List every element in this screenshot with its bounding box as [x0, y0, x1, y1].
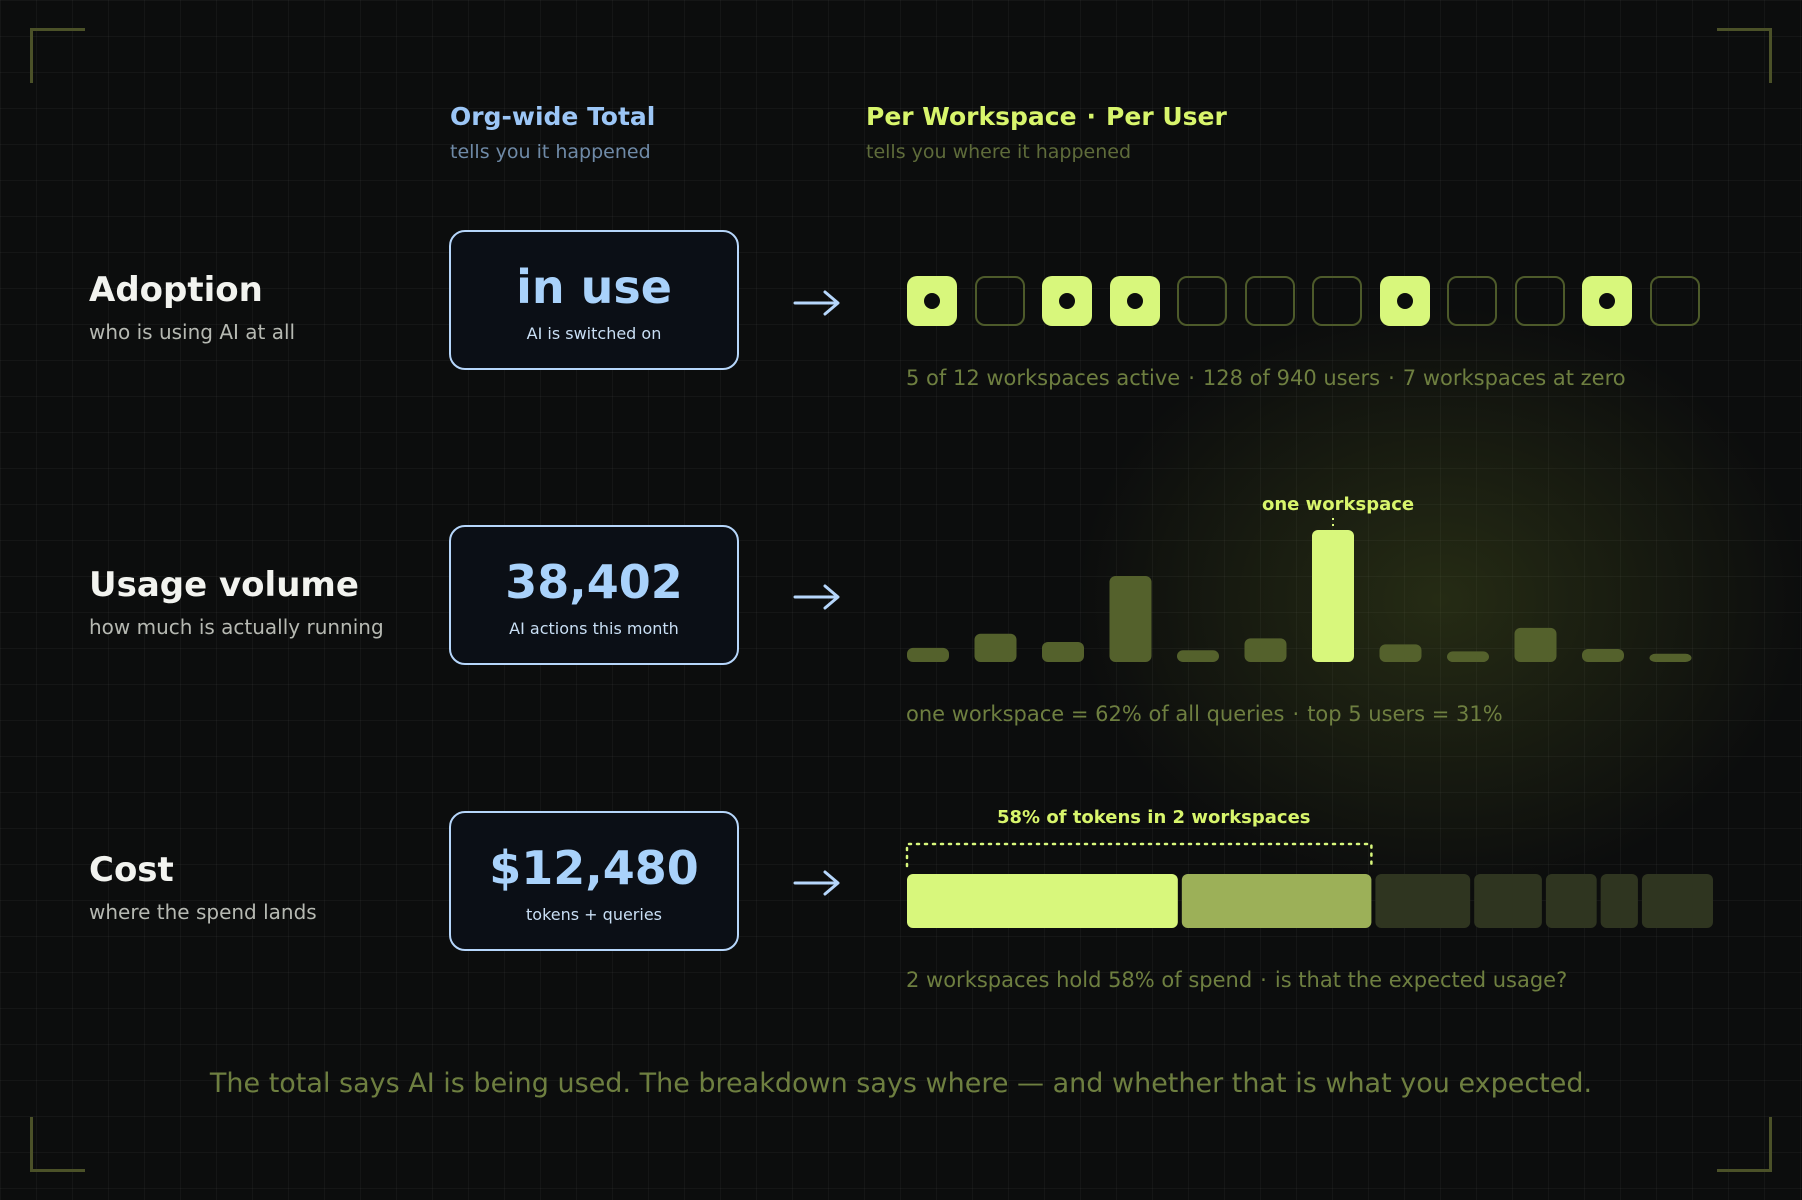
arrow-right-icon [793, 290, 840, 316]
row-usage-label: Usage volume how much is actually runnin… [89, 565, 384, 639]
header-per-workspace-title: Per Workspace · Per User [866, 102, 1227, 131]
row-subtitle: where the spend lands [89, 900, 317, 924]
usage-bar [1244, 638, 1287, 662]
workspace-square-inactive [1312, 276, 1362, 326]
workspace-square-active [1042, 276, 1092, 326]
corner-bracket-bottom-right [1717, 1117, 1772, 1172]
usage-bar [1447, 651, 1489, 662]
total-box-adoption: in use AI is switched on [449, 230, 739, 370]
workspace-square-active [1582, 276, 1632, 326]
row-title: Adoption [89, 270, 263, 310]
usage-bar [1649, 653, 1692, 662]
total-value: $12,480 [489, 841, 699, 895]
row-cost-label: Cost where the spend lands [89, 850, 317, 924]
cost-segment [1641, 874, 1713, 928]
row-title: Cost [89, 850, 174, 890]
workspace-square-active [1379, 276, 1430, 326]
workspace-square-active [907, 276, 957, 326]
usage-bar-chart [907, 518, 1692, 662]
workspace-square-inactive [1447, 276, 1497, 326]
cost-segment-highlight [1181, 874, 1372, 928]
cost-segment [1474, 874, 1542, 928]
row-subtitle: who is using AI at all [89, 320, 296, 344]
usage-bar [1379, 644, 1422, 662]
header-org-wide: Org-wide Total tells you it happened [450, 102, 655, 163]
header-org-wide-title: Org-wide Total [450, 102, 656, 131]
footer-caption: The total says AI is being used. The bre… [209, 1068, 1593, 1099]
cost-stacked-bar [905, 842, 1713, 928]
total-value: 38,402 [505, 555, 683, 609]
workspace-square-inactive [1177, 276, 1227, 326]
total-box-usage: 38,402 AI actions this month [449, 525, 739, 665]
total-caption: AI actions this month [509, 619, 679, 638]
corner-bracket-bottom-left [30, 1117, 85, 1172]
workspace-square-inactive [1649, 276, 1700, 326]
stat-item: 5 of 12 workspaces active [906, 366, 1181, 390]
cost-segment [1600, 874, 1638, 928]
annotation-bracket [905, 842, 1373, 868]
stat-item: top 5 users = 31% [1307, 702, 1503, 726]
cost-segment-highlight [907, 874, 1178, 928]
usage-bar [1042, 641, 1084, 662]
usage-stats: one workspace = 62% of all queries · top 5… [906, 702, 1503, 726]
usage-bar [1109, 575, 1152, 662]
usage-bar-highlight [1312, 530, 1354, 662]
cost-segment [1545, 874, 1597, 928]
usage-bar [1582, 649, 1624, 662]
adoption-stats: 5 of 12 workspaces active · 128 of 940 use… [906, 366, 1626, 390]
cost-segment [1375, 874, 1471, 928]
header-org-wide-sub: tells you it happened [450, 141, 651, 163]
usage-bar [907, 647, 949, 662]
stat-separator: · [1292, 702, 1300, 726]
stat-item: 2 workspaces hold 58% of spend [906, 968, 1253, 992]
total-caption: AI is switched on [526, 324, 662, 343]
corner-bracket-top-left [30, 28, 85, 83]
total-caption: tokens + queries [526, 905, 662, 924]
arrow-right-icon [793, 584, 840, 610]
workspace-square-active [1109, 276, 1160, 326]
usage-bar [1177, 650, 1219, 662]
cost-stats: 2 workspaces hold 58% of spend · is that t… [906, 968, 1567, 992]
corner-bracket-top-right [1717, 28, 1772, 83]
workspace-square-inactive [1244, 276, 1295, 326]
row-subtitle: how much is actually running [89, 615, 384, 639]
total-value: in use [516, 260, 672, 314]
stat-item: is that the expected usage? [1274, 968, 1568, 992]
stat-item: 128 of 940 users [1202, 366, 1381, 390]
total-box-cost: $12,480 tokens + queries [449, 811, 739, 951]
stat-separator: · [1388, 366, 1395, 390]
row-title: Usage volume [89, 565, 359, 605]
cost-annotation: 58% of tokens in 2 workspaces [997, 807, 1311, 828]
stat-separator: · [1260, 968, 1267, 992]
stat-item: 7 workspaces at zero [1402, 366, 1626, 390]
header-per-workspace-sub: tells you where it happened [866, 141, 1132, 163]
header-per-workspace: Per Workspace · Per User tells you where i… [866, 102, 1227, 163]
workspace-square-inactive [974, 276, 1025, 326]
stat-item: one workspace = 62% of all queries [906, 702, 1285, 726]
usage-bar [974, 633, 1017, 662]
header-per-user-label: Per User [1106, 102, 1227, 131]
usage-annotation: one workspace [1262, 494, 1415, 515]
arrow-right-icon [793, 870, 840, 896]
workspace-square-inactive [1514, 276, 1565, 326]
usage-bar [1514, 627, 1557, 662]
header-separator: · [1086, 102, 1097, 131]
stat-separator: · [1188, 366, 1195, 390]
header-per-workspace-label: Per Workspace [866, 102, 1077, 131]
row-adoption-label: Adoption who is using AI at all [89, 270, 295, 344]
